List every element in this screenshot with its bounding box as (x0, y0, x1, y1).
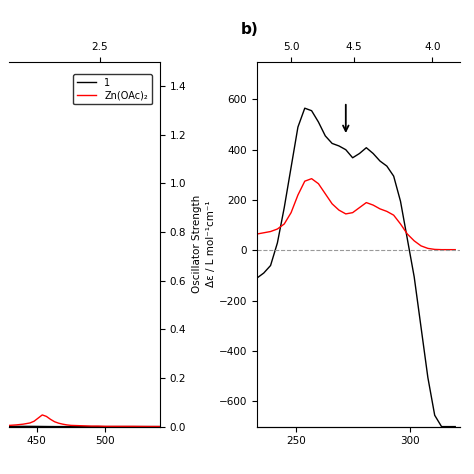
Y-axis label: Δε / L mol⁻¹cm⁻¹: Δε / L mol⁻¹cm⁻¹ (206, 201, 216, 287)
Legend: 1, Zn(OAc)₂: 1, Zn(OAc)₂ (73, 74, 152, 104)
Text: b): b) (241, 21, 258, 36)
Y-axis label: Oscillator Strength: Oscillator Strength (191, 195, 201, 293)
